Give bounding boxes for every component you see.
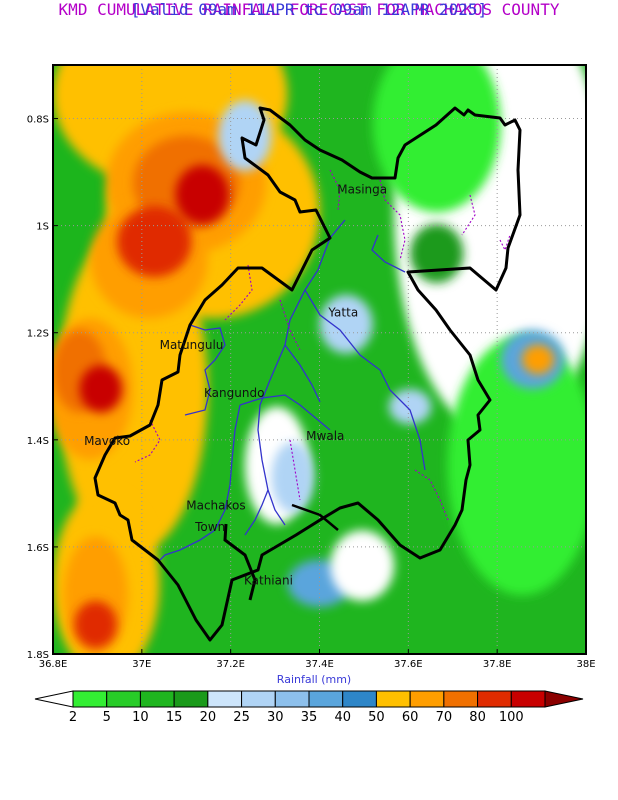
lat-tick-label: 1.4S xyxy=(27,436,49,447)
subcounty-line-5 xyxy=(159,404,241,561)
colorbar-label: 70 xyxy=(436,710,453,725)
colorbar-label: 5 xyxy=(103,710,111,725)
lon-tick-label: 36.8E xyxy=(39,659,68,670)
lat-tick-label: 1.6S xyxy=(27,543,49,554)
colorbar-swatch xyxy=(139,690,175,708)
colorbar-label: 60 xyxy=(402,710,419,725)
colorbar-label: 80 xyxy=(469,710,486,725)
place-label-matungulu: Matungulu xyxy=(160,338,224,352)
colorbar-swatch xyxy=(409,690,445,708)
ward-line-8 xyxy=(499,234,511,252)
lat-tick-label: 1.8S xyxy=(27,650,49,661)
map-title: KMD CUMULATIVE RAINFALL FORECAST FOR MAC… xyxy=(58,0,560,19)
place-label-mavoko: Mavoko xyxy=(84,434,130,448)
county-outline xyxy=(93,106,522,642)
sub-county-boundaries xyxy=(134,169,511,561)
rainfall-contour-19 xyxy=(522,344,555,375)
rainfall-field xyxy=(53,65,586,654)
rainfall-contour-17 xyxy=(447,335,586,596)
lon-tick-label: 37.8E xyxy=(483,659,512,670)
rainfall-contour-25 xyxy=(319,294,373,354)
machakos-town-boundary xyxy=(223,523,257,601)
lon-tick-label: 38E xyxy=(576,659,595,670)
rainfall-contour-16 xyxy=(372,65,501,213)
colorbar-under-arrow xyxy=(34,690,74,708)
rainfall-contour-26 xyxy=(330,530,395,601)
colorbar-label: 20 xyxy=(200,710,217,725)
colorbar-swatch xyxy=(342,690,377,708)
subcounty-line-6 xyxy=(244,489,269,536)
colorbar-label: 2 xyxy=(69,710,77,725)
axis-ticks: 36.8E 37E 37.2E 37.4E 37.6E 37.8E 38E 0.8S 1S 1.2… xyxy=(27,115,596,670)
place-labels: Masinga Yatta Matungulu Kangundo Mavoko Mwala… xyxy=(84,183,387,588)
colorbar-label: 100 xyxy=(499,710,524,725)
subcounty-line-2 xyxy=(304,289,426,471)
place-label-kathiani: Kathiani xyxy=(244,573,293,587)
place-label-town: Town xyxy=(194,520,225,534)
colorbar-swatch xyxy=(241,690,276,708)
rainfall-contour-12 xyxy=(175,165,229,225)
x-axis-label: Rainfall (mm) xyxy=(277,673,351,686)
colorbar-swatch xyxy=(443,690,479,708)
place-label-masinga: Masinga xyxy=(337,183,387,197)
colorbar-label: 10 xyxy=(132,710,149,725)
ward-line-1 xyxy=(461,194,476,236)
place-label-machakos: Machakos xyxy=(186,498,245,512)
place-label-mwala: Mwala xyxy=(306,429,344,443)
rainfall-contour-11 xyxy=(116,206,192,278)
colorbar-swatch xyxy=(274,690,310,708)
rainfall-contour-23 xyxy=(218,100,272,172)
ward-line-3 xyxy=(224,264,253,321)
colorbar-label: 40 xyxy=(334,710,351,725)
map-subtitle: [Valid 09am 11APR to 09am 12APR 2025] xyxy=(130,0,488,19)
place-label-yatta: Yatta xyxy=(327,306,358,320)
lon-tick-label: 37.4E xyxy=(305,659,334,670)
subcounty-line-7 xyxy=(284,344,321,403)
colorbar-swatch xyxy=(207,690,243,708)
lon-tick-label: 37.6E xyxy=(394,659,423,670)
colorbar-swatch xyxy=(72,690,108,708)
rainfall-contour-21 xyxy=(271,441,315,513)
colorbar-swatch xyxy=(173,690,209,708)
rainfall-contour-27 xyxy=(410,224,464,283)
ward-line-0 xyxy=(379,179,406,261)
lat-tick-label: 0.8S xyxy=(27,115,49,126)
kathiani-boundary xyxy=(291,503,339,531)
colorbar-label: 25 xyxy=(233,710,250,725)
colorbar-swatch xyxy=(308,690,344,708)
subcounty-line-4 xyxy=(239,394,331,431)
colorbar-over-arrow xyxy=(544,690,584,708)
colorbar-label: 50 xyxy=(368,710,385,725)
colorbar-label: 15 xyxy=(166,710,183,725)
lat-tick-label: 1.2S xyxy=(27,329,49,340)
lat-tick-label: 1S xyxy=(36,222,49,233)
place-label-kangundo: Kangundo xyxy=(204,386,264,400)
ward-line-5 xyxy=(134,419,161,463)
colorbar-label: 35 xyxy=(301,710,318,725)
colorbar-swatch xyxy=(510,690,546,708)
colorbar-label: 30 xyxy=(267,710,284,725)
colorbar: 2 5 10 15 20 25 30 35 40 50 60 70 80 100 xyxy=(34,690,584,725)
colorbar-swatch xyxy=(477,690,512,708)
rainfall-contour-24 xyxy=(388,388,432,425)
rainfall-contour-14 xyxy=(74,600,117,649)
subcounty-line-3 xyxy=(184,324,226,416)
colorbar-swatch xyxy=(106,690,141,708)
rainfall-contour-13 xyxy=(79,365,123,413)
county-boundary xyxy=(93,106,522,642)
ward-line-7 xyxy=(414,469,449,521)
lon-tick-label: 37.2E xyxy=(216,659,245,670)
subcounty-line-1 xyxy=(371,234,406,273)
lon-tick-label: 37E xyxy=(132,659,151,670)
colorbar-swatch xyxy=(375,690,411,708)
